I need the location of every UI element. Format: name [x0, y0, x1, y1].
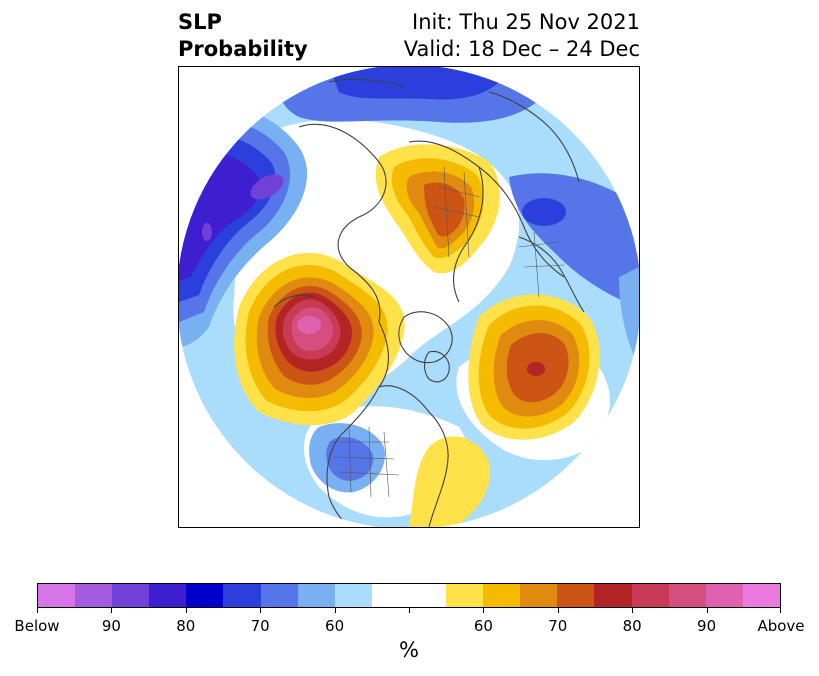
above-alaska-top	[297, 316, 321, 334]
colorbar-tick	[780, 608, 781, 613]
colorbar-tick-label: 90	[101, 617, 121, 635]
colorbar-swatch	[520, 584, 558, 607]
above-gulf-low	[409, 436, 490, 527]
colorbar-swatch	[297, 584, 335, 607]
colorbar-swatch	[112, 584, 150, 607]
valid-date: Valid: 18 Dec – 24 Dec	[403, 37, 640, 61]
below-pacific-spot	[202, 223, 212, 241]
colorbar-tick-label: 70	[548, 617, 568, 635]
colorbar-swatch	[594, 584, 632, 607]
colorbar-tick-label: 70	[250, 617, 270, 635]
colorbar-tick	[409, 608, 410, 613]
colorbar-tick-label: Above	[757, 617, 805, 635]
colorbar-swatch	[483, 584, 521, 607]
colorbar-tick	[706, 608, 708, 613]
colorbar-swatch	[260, 584, 298, 607]
colorbar-swatch	[557, 584, 595, 607]
colorbar-swatch	[742, 584, 780, 607]
polar-map	[178, 66, 640, 528]
colorbar-swatch	[631, 584, 669, 607]
below-arctic-core	[329, 67, 509, 100]
colorbar-tick	[185, 608, 187, 613]
colorbar-swatch	[668, 584, 706, 607]
colorbar-swatch	[149, 584, 187, 607]
colorbar-swatch	[38, 584, 76, 607]
colorbar-swatch	[223, 584, 261, 607]
colorbar-tick-label: 60	[473, 617, 493, 635]
colorbar-tick-label: 80	[622, 617, 642, 635]
coastlines	[273, 78, 585, 527]
above-siberia-75	[424, 182, 465, 237]
colorbar-tick-label: 60	[325, 617, 345, 635]
title-field: Probability	[178, 37, 308, 61]
colorbar-unit: %	[399, 638, 419, 662]
colorbar-ticks	[37, 608, 781, 614]
political-borders	[329, 166, 565, 498]
polar-stereographic-map	[179, 67, 639, 527]
colorbar-tick	[557, 608, 559, 613]
colorbar	[37, 583, 781, 608]
below-pacific-95	[250, 174, 284, 200]
colorbar-tick-label: 80	[176, 617, 196, 635]
colorbar-swatch	[334, 584, 372, 607]
colorbar-swatch	[75, 584, 113, 607]
colorbar-swatch	[446, 584, 484, 607]
colorbar-swatch	[371, 584, 409, 607]
colorbar-tick	[111, 608, 113, 613]
colorbar-tick	[37, 608, 38, 613]
below-east-60	[619, 267, 639, 367]
title-variable: SLP	[178, 10, 222, 34]
map-dates: Init: Thu 25 Nov 2021 Valid: 18 Dec – 24…	[404, 9, 640, 63]
colorbar-tick	[483, 608, 485, 613]
colorbar-tick	[632, 608, 634, 613]
colorbar-swatch	[186, 584, 224, 607]
colorbar-tick-label: 90	[697, 617, 717, 635]
below-europe-80	[522, 198, 566, 226]
colorbar-swatch	[408, 584, 447, 607]
init-date: Init: Thu 25 Nov 2021	[412, 10, 640, 34]
colorbar-tick	[334, 608, 336, 613]
map-title: SLP Probability	[178, 9, 308, 63]
colorbar-tick-label: Below	[14, 617, 60, 635]
colorbar-swatch	[705, 584, 743, 607]
above-atlantic-80	[527, 362, 545, 376]
colorbar-tick	[260, 608, 262, 613]
